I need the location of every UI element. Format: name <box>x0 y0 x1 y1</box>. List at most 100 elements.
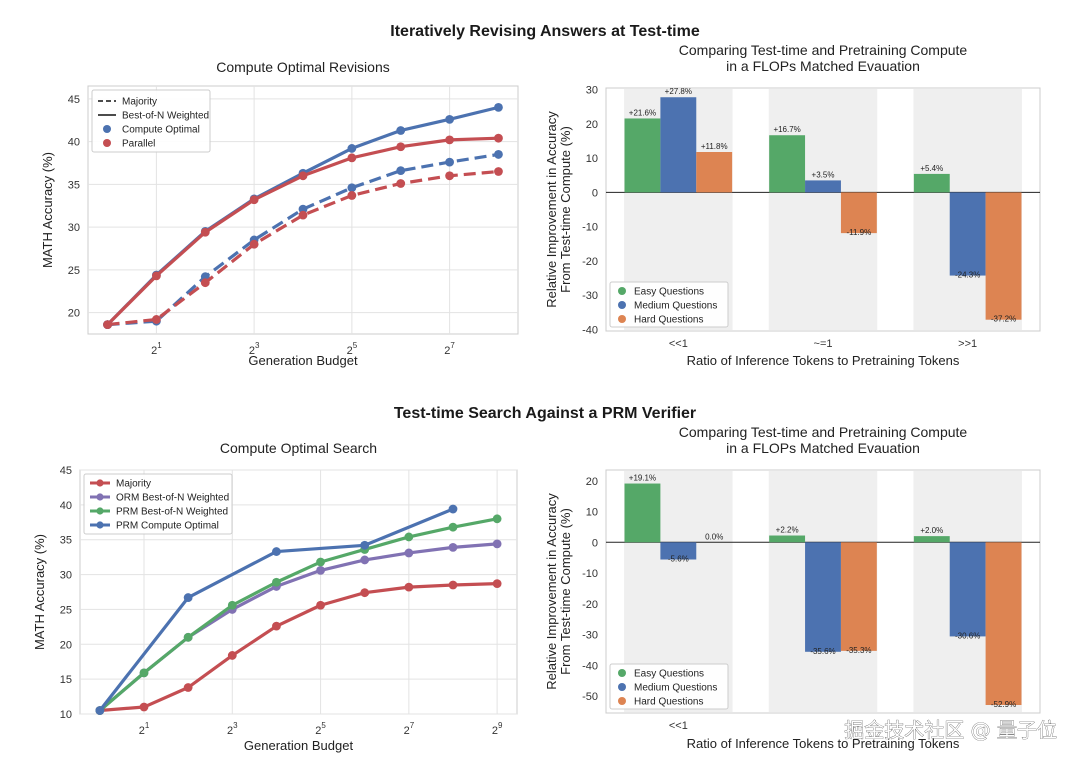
y-tick-label: -50 <box>582 691 598 703</box>
y-tick-label: 30 <box>60 570 72 582</box>
y-tick-label: 25 <box>68 265 80 277</box>
data-point-prm-compute-optimal <box>360 540 370 550</box>
x-axis-label: Generation Budget <box>248 353 358 368</box>
data-point-majority <box>227 651 237 660</box>
legend-label-medium-questions: Medium Questions <box>634 683 717 694</box>
data-point-parallel <box>445 171 454 181</box>
legend: Easy Questions Medium Questions Hard Quest… <box>609 281 729 328</box>
y-tick-label: 45 <box>60 465 72 477</box>
legend-box <box>83 473 233 535</box>
data-point-parallel <box>445 135 454 145</box>
legend-marker-hard-questions <box>618 697 626 705</box>
data-point-prm-compute-optimal <box>183 593 193 602</box>
y-tick-label: 45 <box>68 94 80 106</box>
x-tick-label: 25 <box>347 341 358 357</box>
legend-label-hard-questions: Hard Questions <box>634 315 703 326</box>
y-tick-label: 20 <box>586 119 598 131</box>
x-tick-label: <<1 <box>669 720 688 732</box>
x-tick-label: 25 <box>315 721 326 737</box>
data-point-prm-best-of-n-weighted <box>492 514 502 524</box>
data-label: -11.9% <box>846 228 871 237</box>
data-label: +11.8% <box>701 142 728 151</box>
watermark-text: 掘金技术社区 @ 量子位 <box>844 718 1057 742</box>
data-point-parallel <box>200 278 210 288</box>
legend-label-easy-questions: Easy Questions <box>634 287 704 298</box>
series-line-parallel-dashed <box>107 169 499 327</box>
y-tick-label: -10 <box>582 222 598 234</box>
y-tick-label: 0 <box>592 187 598 199</box>
legend: Majority Best-of-N Weighted Compute Optima… <box>91 89 211 153</box>
data-label: -37.2% <box>991 315 1016 324</box>
data-point-majority <box>316 600 325 610</box>
data-label: +27.8% <box>665 87 692 96</box>
chart-flops-search: -50 -40 -30 -20 -10 0 10 20 +19.1% -5.6% 0.0% <<1 +2… <box>544 424 1041 751</box>
legend-marker-easy-questions <box>618 287 626 295</box>
data-point-parallel <box>347 191 357 200</box>
data-point-majority <box>360 588 370 598</box>
data-point-parallel <box>103 320 112 329</box>
y-tick-label: -20 <box>582 599 598 611</box>
y-tick-label: -40 <box>582 660 598 672</box>
series-line-prm-best-of-n-weighted <box>98 517 498 712</box>
y-tick-label: -40 <box>582 324 598 336</box>
bar-easy-questions <box>913 536 950 543</box>
y-tick-label: 20 <box>68 308 80 320</box>
x-axis-label: Ratio of Inference Tokens to Pretraining… <box>687 353 960 368</box>
y-tick-label: 15 <box>60 674 72 686</box>
data-point-compute-optimal <box>494 102 503 112</box>
data-point-orm-best-of-n-weighted <box>316 565 325 575</box>
data-point-orm-best-of-n-weighted <box>448 542 458 552</box>
suptitle-bottom: Test-time Search Against a PRM Verifier <box>394 405 696 422</box>
data-point-majority <box>492 579 502 589</box>
legend-label-orm-best-of-n-weighted: ORM Best-of-N Weighted <box>116 493 229 504</box>
data-point-parallel <box>152 271 161 281</box>
y-axis-label-line-2: From Test-time Compute (%) <box>558 126 573 293</box>
x-tick-label: 23 <box>249 341 260 357</box>
data-point-prm-best-of-n-weighted <box>404 532 414 542</box>
legend-label-majority: Majority <box>122 97 157 108</box>
x-tick-label: 23 <box>227 721 238 737</box>
data-label: -52.9% <box>991 700 1016 709</box>
bar-hard-questions <box>840 192 877 234</box>
legend-label-prm-best-of-n-weighted: PRM Best-of-N Weighted <box>116 507 228 518</box>
data-point-prm-best-of-n-weighted <box>227 600 237 610</box>
legend: Majority ORM Best-of-N Weighted PRM Best-o… <box>83 473 233 535</box>
y-tick-label: 20 <box>60 639 72 651</box>
legend-box <box>91 89 211 153</box>
legend-label-hard-questions: Hard Questions <box>634 697 703 708</box>
data-point-parallel <box>298 171 308 181</box>
data-label: -35.3% <box>846 646 871 655</box>
data-point-prm-best-of-n-weighted <box>448 522 458 532</box>
chart-title-line-1: Comparing Test-time and Pretraining Comp… <box>679 424 968 440</box>
legend-label-majority: Majority <box>116 479 151 490</box>
bar-hard-questions <box>840 542 877 651</box>
y-axis-label: MATH Accuracy (%) <box>32 534 47 650</box>
x-tick-label: 21 <box>139 721 150 737</box>
data-point-majority <box>183 683 193 692</box>
legend-marker-dot-prm-best-of-n-weighted <box>96 507 104 515</box>
legend-marker-medium-questions <box>618 683 626 691</box>
y-tick-label: 20 <box>586 476 598 488</box>
x-tick-label: >>1 <box>958 338 977 350</box>
y-tick-label: 30 <box>586 85 598 97</box>
data-point-parallel <box>249 195 259 205</box>
bar-medium-questions <box>949 192 986 276</box>
chart-revisions: 20 25 30 35 40 45 21 23 25 27 Majority Best-of-N We… <box>40 59 519 368</box>
legend-marker-easy-questions <box>618 669 626 677</box>
x-tick-label: 21 <box>151 341 162 357</box>
data-point-prm-best-of-n-weighted <box>139 668 149 678</box>
data-label: +3.5% <box>812 170 835 179</box>
data-point-prm-best-of-n-weighted <box>272 577 281 587</box>
bar-hard-questions <box>985 542 1022 706</box>
legend-label-parallel: Parallel <box>122 139 155 150</box>
y-tick-label: 40 <box>60 500 72 512</box>
data-point-parallel <box>396 142 406 152</box>
data-point-parallel <box>396 179 406 188</box>
data-point-prm-compute-optimal <box>448 504 458 514</box>
x-axis-label: Ratio of Inference Tokens to Pretraining… <box>687 736 960 751</box>
data-label: +2.0% <box>920 526 943 535</box>
data-point-compute-optimal <box>445 157 454 167</box>
chart-title-line-2: in a FLOPs Matched Evauation <box>726 440 920 456</box>
bar-hard-questions <box>696 152 733 193</box>
data-point-prm-best-of-n-weighted <box>316 557 325 567</box>
